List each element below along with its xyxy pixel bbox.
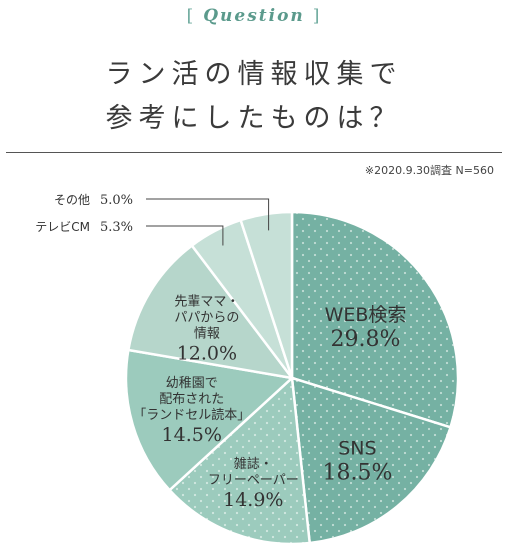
slice-label: 雑誌・ [234,456,273,472]
callout-value: 5.3% [100,220,133,235]
divider [6,152,502,153]
pie-slice [124,348,295,492]
callout-label: テレビCM [35,220,90,234]
slice-label: パパからの [174,311,239,326]
page-title-line1: ラン活の情報収集で [105,59,403,90]
callout-line [146,198,270,231]
slice-label: フリーペーパー [208,473,299,488]
question-bracket-close: ] [312,6,322,26]
callout-line [146,225,224,246]
slice-label: 幼稚園で [166,376,218,391]
slice-value-label: 12.0% [177,343,237,365]
slice-label: 配布された [159,392,224,407]
callout-value: 5.0% [100,193,133,208]
question-bracket-open: [ [186,6,196,26]
callout-label: その他 [54,193,90,207]
survey-note: ※2020.9.30調査 N=560 [364,164,494,177]
pie-slice [290,376,453,545]
slice-label: 情報 [194,327,220,342]
pie-slice [126,243,295,380]
slice-value-label: 14.5% [162,424,222,446]
slice-value-label: 18.5% [322,461,392,486]
pie-slice [167,375,312,546]
slice-value-label: 29.8% [331,327,401,352]
slice-label: 「ランドセル読本」 [133,407,250,423]
page-title-line2: 参考にしたものは？ [105,103,403,134]
slice-label: 先輩ママ・ [174,295,239,310]
slice-label: SNS [338,438,376,460]
slice-label: WEB検索 [325,304,407,326]
pie-slice [239,210,294,379]
question-label: [ Question ] [0,6,508,26]
slice-value-label: 14.9% [223,489,283,511]
question-word: Question [203,6,305,26]
pie-slice [290,210,460,429]
